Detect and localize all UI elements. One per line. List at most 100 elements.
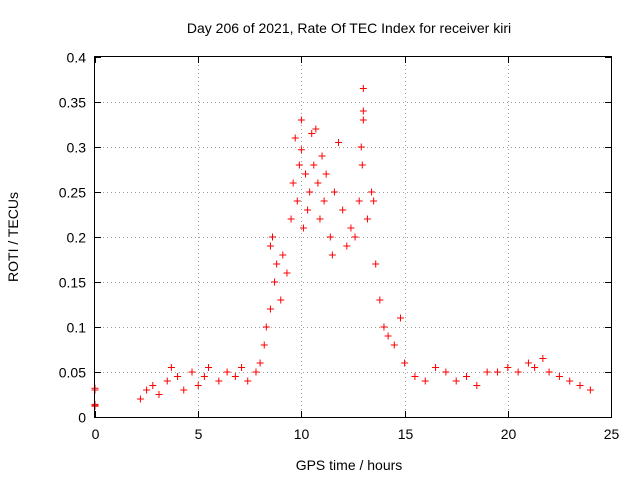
data-point [136,395,144,403]
data-point [322,170,330,178]
data-point [205,364,213,371]
data-point [306,188,314,196]
data-point [231,373,239,380]
y-axis-label: ROTI / TECUs [5,192,21,282]
data-point [289,179,297,187]
data-point [586,386,594,394]
x-tick-label: 5 [195,426,203,442]
data-point [330,188,338,196]
x-tick-label: 20 [501,426,517,442]
data-point [277,296,285,304]
data-point [576,382,584,389]
data-point [293,197,301,205]
data-point [372,260,380,268]
data-point [318,152,326,160]
data-point [297,146,305,154]
data-point [358,161,366,169]
data-point [271,278,279,286]
data-point [357,143,365,151]
data-point [555,373,563,380]
x-tick-label: 0 [92,426,100,442]
x-tick-label: 25 [604,426,620,442]
data-point [539,355,547,362]
data-point [351,233,359,241]
data-point [328,251,336,259]
y-tick-label: 0.25 [59,185,86,201]
data-point [359,116,367,124]
data-point [363,215,371,223]
data-point [524,359,532,367]
data-point [380,323,388,331]
data-point [355,197,363,205]
data-point [390,341,398,349]
data-point [194,382,202,389]
plot-frame [94,56,612,418]
y-tick-label: 0.2 [67,230,87,246]
y-tick-label: 0 [78,410,86,426]
data-point [376,296,384,304]
data-point [432,364,440,371]
data-point [180,386,188,394]
data-point [347,224,355,232]
x-tick-label: 15 [398,426,414,442]
data-point [368,188,376,196]
data-point [473,382,481,389]
y-tick-label: 0.15 [59,275,86,291]
data-point [339,206,347,214]
x-tick-labels: 0 5 10 15 20 25 [92,426,620,442]
ticks-layer [95,57,612,418]
data-point [200,373,208,380]
x-axis-label: GPS time / hours [296,457,403,473]
data-point [335,139,343,146]
data-point [442,368,450,376]
data-point [287,215,295,223]
y-tick-label: 0.05 [59,365,86,381]
data-point [531,364,539,371]
data-point [320,197,328,205]
data-point [149,382,157,389]
chart-title: Day 206 of 2021, Rate Of TEC Index for r… [187,20,511,36]
data-point [266,305,274,313]
data-point [493,368,501,376]
data-point [359,107,367,115]
data-point [155,391,163,398]
data-point [310,161,318,169]
data-point [302,170,310,178]
data-point [343,242,351,250]
y-tick-label: 0.3 [67,140,87,156]
data-point [252,368,260,376]
data-point [483,368,491,376]
data-point [163,377,171,385]
data-point [188,368,196,376]
y-tick-label: 0.1 [67,320,87,336]
data-point [273,260,281,268]
data-point [452,377,460,385]
data-point [244,377,252,385]
data-point [463,373,471,380]
data-point [401,359,409,367]
data-point [304,206,312,214]
y-tick-label: 0.35 [59,95,86,111]
data-point [312,125,320,133]
data-point [295,161,303,169]
data-point [266,242,274,250]
data-point [316,215,324,223]
data-point [396,314,404,322]
data-point [256,359,264,367]
data-point [421,377,429,385]
data-point [359,85,367,92]
data-point [297,116,305,124]
data-point [279,251,287,259]
data-point [291,134,299,142]
y-tick-labels: 0 0.05 0.1 0.15 0.2 0.25 0.3 0.35 0.4 [59,50,86,426]
data-point [262,323,270,331]
data-point [269,233,277,241]
data-point [411,373,419,380]
data-point [238,364,246,371]
data-point [326,233,334,241]
data-point [566,377,574,385]
data-point [299,224,307,232]
data-point [174,373,182,380]
